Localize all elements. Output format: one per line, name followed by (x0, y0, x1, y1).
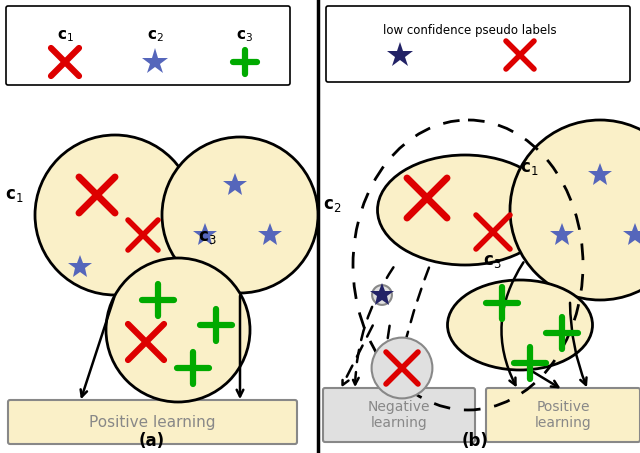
Circle shape (106, 258, 250, 402)
Text: $\mathbf{c}_2$: $\mathbf{c}_2$ (323, 196, 341, 214)
Text: $\mathbf{c}_2$: $\mathbf{c}_2$ (147, 28, 163, 43)
FancyArrowPatch shape (378, 326, 390, 385)
FancyBboxPatch shape (8, 400, 297, 444)
Text: $\mathbf{c}_1$: $\mathbf{c}_1$ (56, 28, 74, 43)
Circle shape (35, 135, 195, 295)
FancyArrowPatch shape (532, 371, 558, 387)
FancyArrowPatch shape (237, 296, 243, 396)
Text: Positive
learning: Positive learning (534, 400, 591, 430)
FancyArrowPatch shape (502, 262, 524, 385)
FancyArrowPatch shape (570, 303, 586, 385)
FancyArrowPatch shape (352, 267, 394, 385)
Text: $\mathbf{c}_1$: $\mathbf{c}_1$ (520, 159, 538, 177)
Ellipse shape (378, 155, 552, 265)
FancyBboxPatch shape (6, 6, 290, 85)
Text: Positive learning: Positive learning (89, 414, 216, 429)
FancyArrowPatch shape (394, 268, 429, 385)
Circle shape (510, 120, 640, 300)
FancyBboxPatch shape (486, 388, 640, 442)
FancyBboxPatch shape (323, 388, 475, 442)
FancyArrowPatch shape (81, 298, 114, 397)
Text: $\mathbf{c}_1$: $\mathbf{c}_1$ (4, 186, 23, 204)
Text: $\mathbf{c}_3$: $\mathbf{c}_3$ (198, 228, 216, 246)
Circle shape (162, 137, 318, 293)
Text: low confidence pseudo labels: low confidence pseudo labels (383, 24, 557, 37)
Circle shape (372, 337, 433, 398)
Text: $\mathbf{c}_3$: $\mathbf{c}_3$ (236, 28, 253, 43)
FancyBboxPatch shape (326, 6, 630, 82)
Text: $\mathbf{c}_3$: $\mathbf{c}_3$ (483, 252, 501, 270)
FancyArrowPatch shape (342, 325, 372, 385)
Text: (a): (a) (139, 432, 165, 450)
Circle shape (372, 285, 392, 305)
Text: (b): (b) (461, 432, 488, 450)
Text: Negative
learning: Negative learning (368, 400, 430, 430)
FancyArrowPatch shape (404, 389, 419, 395)
Ellipse shape (447, 280, 593, 370)
